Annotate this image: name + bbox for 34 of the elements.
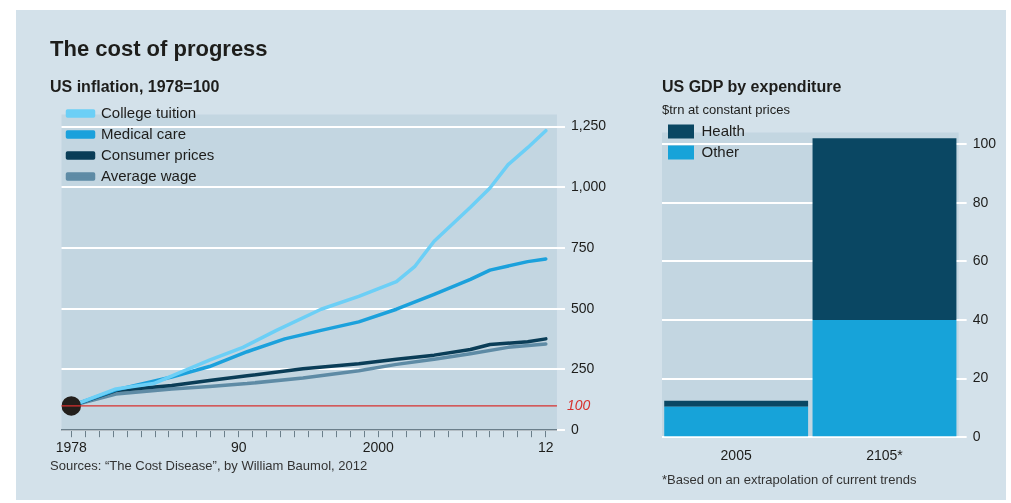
y-tick-label: 500 [570,299,595,316]
x-tick-label: 2005 [720,447,752,464]
y-tick-label: 1,250 [570,117,607,134]
x-tick-label: 2105* [866,447,904,464]
text: *Based on an extrapolation of current trends [662,472,917,487]
chart-title: US GDP by expenditure [662,78,842,96]
y-tick-label: 100 [972,134,997,151]
y-tick-label: 1,000 [570,178,607,195]
bar [812,319,957,437]
legend-label: Average wage [101,166,197,184]
x-tick-label: 1978 [55,439,88,456]
x-tick-label: 90 [230,439,247,456]
chart-subtitle: US inflation, 1978=100 [50,78,220,96]
y-tick-label: 750 [570,238,595,255]
bar [664,406,809,437]
x-tick-label: 12 [538,439,554,456]
y-tick-label: 40 [972,310,989,327]
legend-label: Medical care [101,124,187,142]
y-tick-label: 0 [972,428,981,445]
y-tick-label: 20 [972,369,989,386]
legend-label: Health [701,121,745,139]
y-tick-label: 60 [972,252,989,269]
legend-label: College tuition [101,103,197,121]
y-tick-label: 0 [570,421,579,438]
bar [812,138,957,320]
y-tick-label: 80 [972,193,989,210]
y-tick-label: 250 [570,360,595,377]
chart-title: The cost of progress [50,36,268,62]
legend-label: Other [701,142,740,160]
chart-subtitle: $trn at constant prices [662,102,790,117]
source-note: Sources: “The Cost Disease”, by William Baumol, 2012 [50,458,368,473]
x-tick-label: 2000 [362,439,395,456]
legend-label: Consumer prices [101,145,215,163]
bar [664,400,809,407]
